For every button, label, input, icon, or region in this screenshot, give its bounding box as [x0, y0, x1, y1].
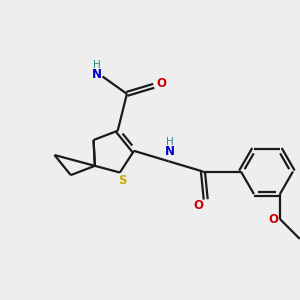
Text: H: H	[93, 60, 101, 70]
Text: O: O	[194, 199, 204, 212]
Text: N: N	[92, 68, 101, 81]
Text: H: H	[166, 137, 173, 147]
Text: O: O	[157, 77, 167, 90]
Text: S: S	[118, 174, 126, 187]
Text: N: N	[164, 145, 175, 158]
Text: O: O	[268, 213, 278, 226]
